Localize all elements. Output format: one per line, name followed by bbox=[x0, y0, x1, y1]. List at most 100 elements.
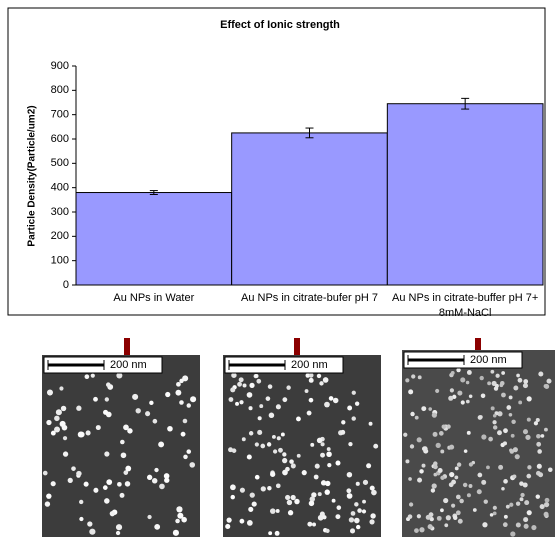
particle bbox=[483, 499, 488, 504]
particle bbox=[368, 421, 373, 426]
particle bbox=[515, 501, 521, 506]
particle bbox=[71, 466, 76, 471]
particle bbox=[115, 524, 123, 531]
particle bbox=[508, 413, 513, 417]
particle bbox=[536, 441, 542, 447]
particle bbox=[498, 464, 504, 470]
particle bbox=[417, 375, 422, 380]
particle bbox=[480, 393, 486, 399]
particle bbox=[449, 388, 455, 393]
particle bbox=[260, 486, 266, 492]
particle bbox=[289, 459, 294, 464]
particle bbox=[510, 433, 515, 438]
particle bbox=[440, 449, 445, 454]
particle bbox=[76, 405, 82, 411]
particle bbox=[468, 484, 473, 488]
particle bbox=[175, 389, 182, 396]
particle bbox=[490, 369, 495, 374]
particle bbox=[320, 480, 327, 486]
particle bbox=[543, 511, 549, 517]
particle bbox=[410, 411, 415, 417]
particle bbox=[312, 522, 316, 527]
particle bbox=[287, 510, 294, 516]
particle bbox=[518, 400, 523, 405]
particle bbox=[354, 502, 359, 507]
y-tick-label: 300 bbox=[51, 206, 69, 218]
sem-image: 200 nm bbox=[42, 355, 200, 537]
particle bbox=[50, 430, 56, 436]
particle bbox=[414, 528, 419, 533]
particle bbox=[546, 378, 552, 384]
particle bbox=[120, 452, 127, 459]
particle bbox=[366, 463, 372, 469]
particle bbox=[536, 433, 541, 439]
particle bbox=[547, 467, 553, 473]
particle bbox=[477, 472, 483, 478]
particle bbox=[544, 497, 550, 503]
particle bbox=[285, 466, 290, 472]
particle bbox=[103, 409, 109, 415]
particle bbox=[436, 515, 442, 521]
particle bbox=[248, 406, 253, 411]
particle bbox=[190, 396, 197, 403]
particle bbox=[405, 378, 410, 383]
particle bbox=[324, 489, 330, 495]
particle bbox=[119, 492, 125, 498]
particle bbox=[296, 453, 301, 458]
particle bbox=[446, 424, 451, 429]
particle bbox=[167, 425, 173, 432]
particle bbox=[238, 377, 244, 383]
particle bbox=[449, 471, 455, 478]
particle bbox=[455, 510, 461, 516]
particle bbox=[272, 449, 278, 454]
particle bbox=[286, 499, 293, 506]
particle bbox=[522, 482, 528, 488]
particle bbox=[457, 518, 463, 524]
particle bbox=[316, 373, 322, 379]
particle bbox=[346, 488, 352, 494]
particle bbox=[105, 382, 111, 388]
particle bbox=[408, 477, 412, 481]
particle bbox=[308, 377, 314, 383]
particle bbox=[324, 401, 330, 408]
particle bbox=[506, 405, 512, 410]
particle bbox=[319, 381, 324, 386]
scale-label: 200 nm bbox=[110, 359, 147, 371]
particle bbox=[468, 462, 474, 467]
particle bbox=[369, 485, 375, 491]
particle bbox=[46, 419, 52, 426]
particle bbox=[438, 431, 444, 436]
particle bbox=[62, 436, 68, 441]
particle bbox=[417, 477, 423, 483]
particle bbox=[90, 373, 95, 378]
particle bbox=[354, 401, 360, 406]
particle bbox=[282, 397, 288, 403]
particle bbox=[533, 421, 539, 426]
particle bbox=[257, 429, 263, 435]
particle bbox=[520, 492, 525, 498]
particle bbox=[305, 373, 310, 378]
particle bbox=[348, 441, 353, 447]
y-tick-label: 900 bbox=[51, 60, 69, 72]
particle bbox=[296, 416, 301, 422]
particle bbox=[275, 509, 280, 513]
particle bbox=[336, 505, 342, 510]
particle bbox=[61, 424, 68, 431]
particle bbox=[519, 481, 524, 486]
particle bbox=[152, 418, 158, 424]
x-tick-label: Au NPs in citrate-bufer pH 7 bbox=[241, 292, 378, 304]
particle bbox=[106, 479, 113, 486]
bar bbox=[386, 103, 544, 286]
particle bbox=[278, 447, 283, 453]
y-tick-label: 600 bbox=[51, 133, 69, 145]
particle bbox=[327, 463, 332, 468]
sem-background bbox=[42, 355, 200, 537]
particle bbox=[510, 531, 516, 537]
particle bbox=[55, 409, 62, 416]
particle bbox=[254, 474, 260, 480]
particle bbox=[499, 383, 504, 388]
particle bbox=[407, 514, 413, 519]
particle bbox=[443, 497, 449, 504]
particle bbox=[79, 499, 84, 505]
particle bbox=[421, 446, 427, 452]
